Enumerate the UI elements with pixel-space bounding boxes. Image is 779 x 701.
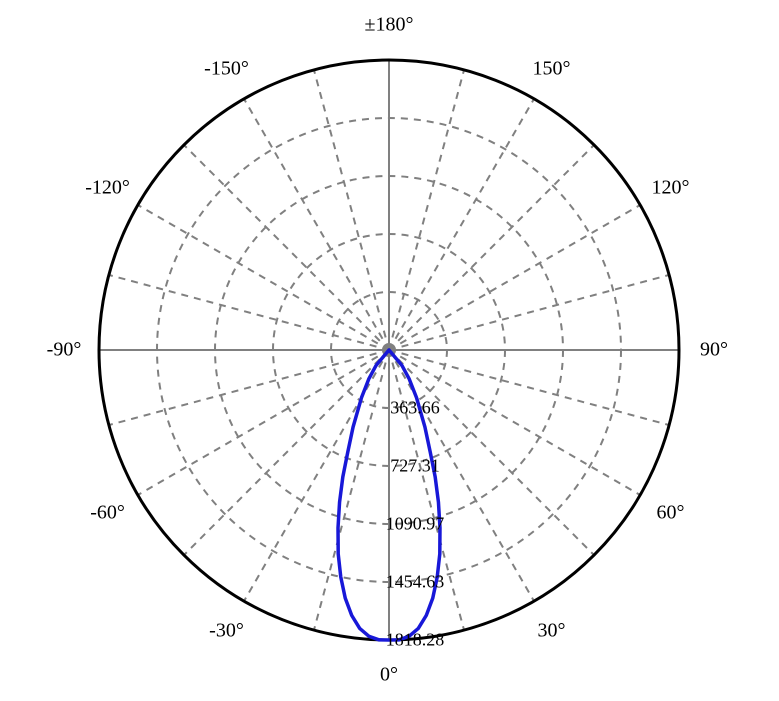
chart-svg xyxy=(0,0,779,701)
angle-label: ±180° xyxy=(365,14,414,37)
angular-spoke xyxy=(314,350,389,630)
angle-label: 60° xyxy=(656,501,684,524)
angle-label: 30° xyxy=(538,620,566,643)
angular-spoke xyxy=(109,275,389,350)
angle-label: 0° xyxy=(380,664,398,687)
angular-spoke xyxy=(389,145,594,350)
angular-spoke xyxy=(389,205,640,350)
radial-label: 727.31 xyxy=(390,456,440,477)
angular-spoke xyxy=(138,350,389,495)
angular-spoke xyxy=(314,70,389,350)
radial-label: 363.66 xyxy=(390,398,440,419)
angle-label: 150° xyxy=(533,57,571,80)
angle-label: 120° xyxy=(651,176,689,199)
angular-spoke xyxy=(389,99,534,350)
angular-spoke xyxy=(138,205,389,350)
angular-spoke xyxy=(244,99,389,350)
angular-spoke xyxy=(389,275,669,350)
angle-label: -150° xyxy=(204,57,249,80)
angle-label: -120° xyxy=(85,176,130,199)
angle-label: -90° xyxy=(47,339,82,362)
radial-label: 1090.97 xyxy=(386,514,445,535)
radial-label: 1818.28 xyxy=(386,630,445,651)
radial-label: 1454.63 xyxy=(386,572,445,593)
angular-spoke xyxy=(389,70,464,350)
angle-label: 90° xyxy=(700,339,728,362)
angular-spoke xyxy=(109,350,389,425)
polar-chart: 0° 30° 60° 90° 120° 150° ±180° -150° -120° -90° -6… xyxy=(0,0,779,701)
angle-label: -60° xyxy=(90,501,125,524)
angle-label: -30° xyxy=(209,620,244,643)
angular-spoke xyxy=(184,350,389,555)
angular-spoke xyxy=(184,145,389,350)
